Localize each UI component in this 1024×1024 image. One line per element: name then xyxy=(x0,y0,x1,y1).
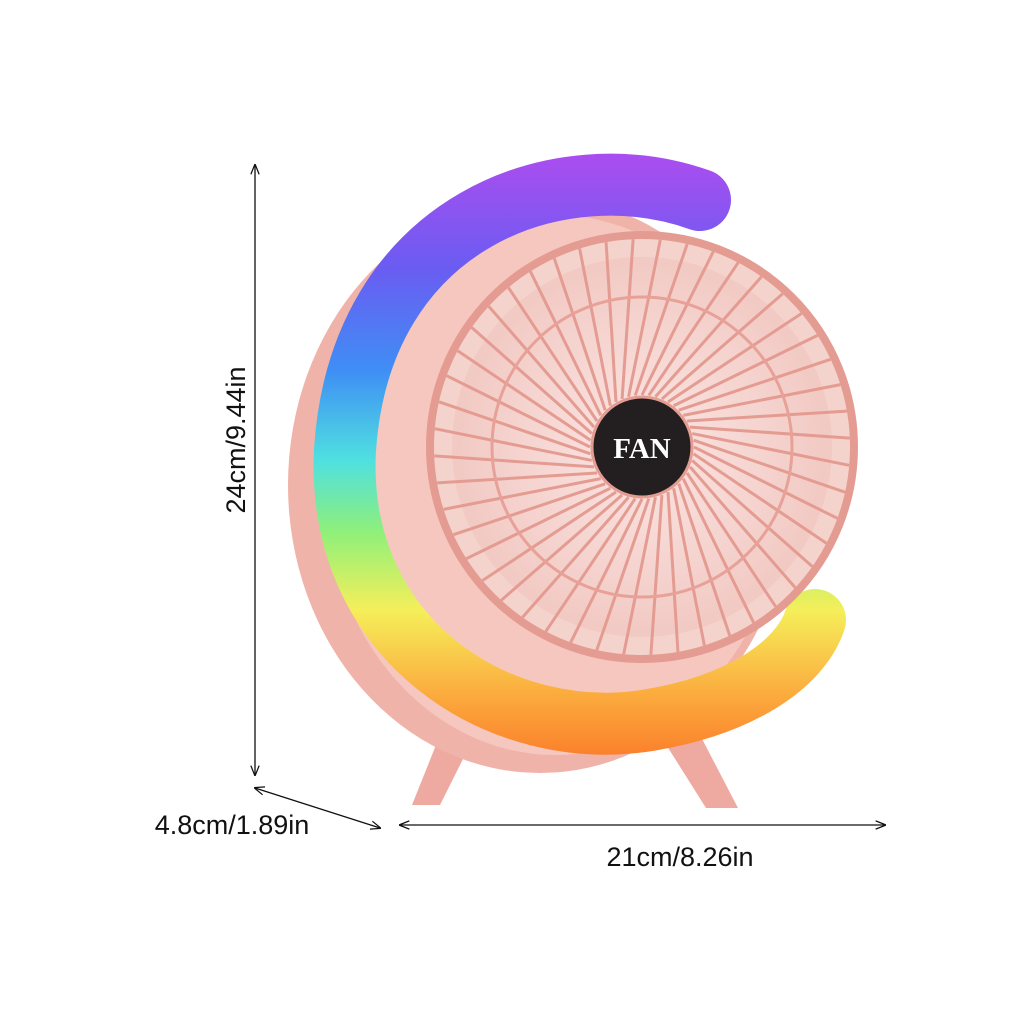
spoke xyxy=(660,292,784,401)
spoke xyxy=(604,242,618,403)
spoke xyxy=(678,357,832,412)
spoke xyxy=(633,243,689,396)
spoke xyxy=(667,312,803,404)
spoke xyxy=(647,261,740,397)
spoke xyxy=(544,497,637,633)
spoke xyxy=(578,248,612,407)
spoke xyxy=(649,494,664,655)
depth-arrow xyxy=(255,788,380,828)
spoke xyxy=(693,445,839,520)
fan-hub xyxy=(590,395,694,499)
light-ring xyxy=(313,153,846,755)
spoke xyxy=(685,472,777,608)
spoke xyxy=(452,482,606,537)
spoke xyxy=(672,334,819,408)
spoke xyxy=(470,326,593,435)
spoke xyxy=(692,452,828,545)
spoke xyxy=(666,491,680,652)
spoke xyxy=(627,239,662,398)
spoke xyxy=(691,459,814,568)
spoke xyxy=(688,465,797,589)
spoke xyxy=(434,427,593,462)
spoke xyxy=(672,487,706,646)
width-label: 21cm/8.26in xyxy=(606,842,753,872)
spoke xyxy=(654,275,763,398)
spoke xyxy=(487,305,596,429)
spoke xyxy=(507,286,599,422)
spoke xyxy=(677,483,732,637)
spoke xyxy=(682,383,841,417)
fan-leg xyxy=(660,735,738,808)
guard-spokes xyxy=(434,239,850,655)
spoke xyxy=(689,425,850,440)
spoke xyxy=(500,493,624,602)
spoke xyxy=(445,374,591,449)
spoke xyxy=(681,477,755,624)
spoke xyxy=(693,438,846,494)
spoke xyxy=(481,490,617,582)
spoke xyxy=(437,471,598,485)
spoke xyxy=(620,239,635,400)
spoke xyxy=(443,477,602,511)
spoke xyxy=(640,250,715,396)
spoke xyxy=(465,486,612,560)
spoke xyxy=(529,270,603,417)
spoke xyxy=(552,257,607,411)
spoke xyxy=(521,496,630,619)
spoke xyxy=(622,496,657,655)
spoke xyxy=(438,400,591,456)
depth-label: 4.8cm/1.89in xyxy=(155,810,310,840)
height-label: 24cm/9.44in xyxy=(221,366,251,513)
spoke xyxy=(691,432,850,467)
spoke xyxy=(686,409,847,423)
spoke xyxy=(456,349,592,442)
guard-ring xyxy=(490,295,794,599)
spoke xyxy=(595,498,651,651)
spoke xyxy=(434,454,595,469)
fan-label: FAN xyxy=(613,433,671,465)
spoke xyxy=(569,498,644,644)
